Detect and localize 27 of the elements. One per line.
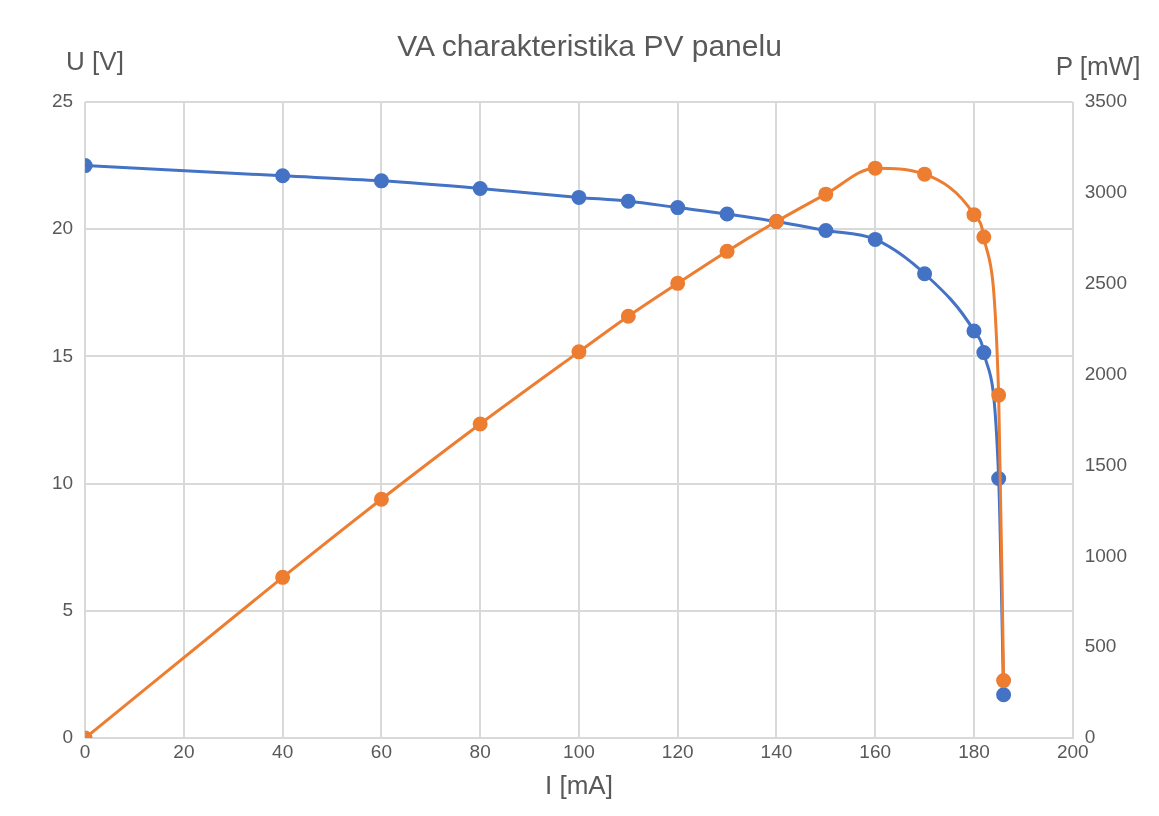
y2-axis-title: P [mW] [1055,51,1141,81]
x-axis-title: I [mA] [544,769,613,800]
x-tick-label: 120 [661,740,694,762]
y2-tick-label: 2000 [1084,362,1128,384]
x-tick-label: 140 [760,740,793,762]
y-axis-title: U [V] [66,46,124,76]
x-tick-label: 180 [958,740,990,762]
y-tick-label: 25 [51,90,74,112]
y2-tick-label: 3000 [1084,181,1128,203]
chart-title: VA charakteristika PV panelu [397,29,782,63]
y-tick-label: 5 [62,599,74,621]
x-tick-label: 20 [173,740,195,762]
x-tick-label: 100 [563,740,595,762]
x-tick-label: 80 [469,740,491,762]
y-tick-label: 15 [51,344,74,366]
y2-tick-label: 1500 [1084,453,1128,475]
y2-tick-label: 3500 [1084,90,1128,112]
x-tick-label: 40 [272,740,294,762]
y-tick-label: 10 [51,471,74,493]
y-tick-label: 20 [51,217,74,239]
y2-tick-label: 1000 [1084,544,1128,566]
y2-tick-label: 2500 [1084,271,1128,293]
x-tick-label: 60 [370,740,392,762]
y2-tick-label: 500 [1084,635,1117,657]
x-tick-label: 0 [79,740,91,762]
x-tick-label: 160 [859,740,892,762]
y-tick-label: 0 [62,726,74,748]
